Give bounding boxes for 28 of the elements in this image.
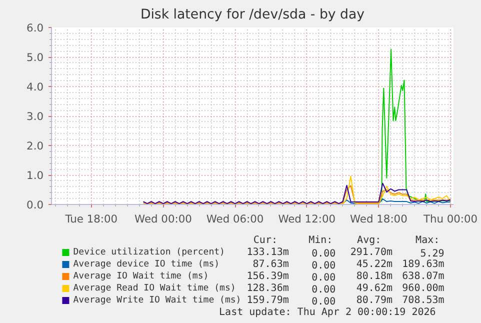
text: 87.63m 0.00 45.22m 189.63m [252,259,444,272]
y-tick-label: 1.0 [26,169,44,182]
y-tick-label: 6.0 [26,22,44,34]
text: 133.13m 0.00 291.70m 5.29 [246,247,444,260]
text: 159.79m 0.00 80.79m 708.53m [246,295,444,308]
y-tick-label: 2.0 [26,140,44,152]
line-series [142,176,452,204]
legend-label: Average Write IO Wait time (ms) [73,296,242,306]
text: 156.39m 0.00 80.18m 638.07m [246,271,444,284]
x-tick-label: Wed 18:00 [350,212,408,226]
line-series [381,48,452,202]
y-tick-label: 0.0 [26,198,44,212]
y-tick-label: 4.0 [26,80,44,94]
text: 128.36m 0.00 49.62m 960.00m [246,283,444,296]
y-tick-label: 5.0 [26,51,44,64]
legend-label: Average Read IO Wait time (ms) [73,284,236,294]
x-tick-label: Tue 18:00 [64,212,118,226]
x-tick-label: Thu 00:00 [422,212,478,226]
legend-label: Device utilization (percent) [73,248,225,258]
x-tick-label: Wed 06:00 [206,212,264,226]
x-tick-label: Wed 00:00 [134,212,192,226]
text: Cur: Min: Avg: Max: [253,235,440,246]
legend-label: Average IO Wait time (ms) [73,272,209,282]
text: Last update: Thu Apr 2 00:00:19 2026 [219,307,436,318]
y-tick-label: 3.0 [26,110,44,123]
chart-title: Disk latency for /dev/sda - by day [140,8,365,22]
x-tick-label: Wed 12:00 [278,212,336,226]
legend-label: Average device IO time (ms) [73,260,220,270]
